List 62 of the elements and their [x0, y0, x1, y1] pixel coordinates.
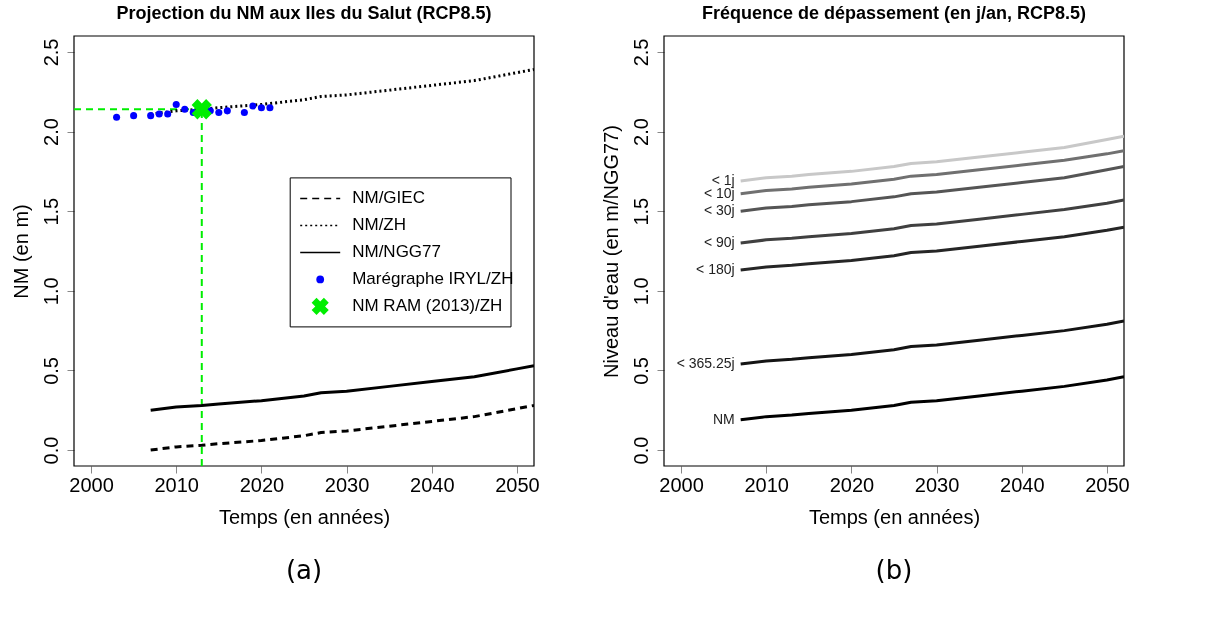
x-tick-label: 2040	[1000, 473, 1045, 496]
legend-label: Marégraphe IRYL/ZH	[352, 269, 514, 289]
y-tick-label: 0.0	[629, 436, 652, 465]
y-axis-title: Niveau d'eau (en m/NGG77)	[599, 125, 622, 378]
y-tick-label: 2.0	[629, 118, 652, 146]
line-series	[739, 149, 1124, 196]
y-tick-label: 1.5	[39, 197, 62, 226]
x-tick-label: 2010	[744, 473, 789, 496]
x-axis-title: Temps (en années)	[808, 505, 981, 528]
line-series	[739, 225, 1124, 272]
y-tick-label: 1.0	[39, 277, 62, 306]
point	[191, 99, 212, 120]
point	[130, 112, 138, 120]
x-tick-label: 2030	[914, 473, 960, 496]
x-tick-label: 2000	[659, 473, 704, 496]
y-tick-label: 2.5	[629, 38, 652, 67]
line-series	[739, 165, 1124, 213]
y-tick-label: 0.5	[39, 357, 62, 385]
x-tick-label: 2010	[154, 473, 199, 496]
y-tick-label: 0.0	[39, 436, 62, 465]
text: (b)	[875, 555, 913, 585]
point	[172, 100, 180, 109]
chart-title: Fréquence de dépassement (en j/an, RCP8.5)	[701, 3, 1087, 24]
point	[155, 110, 163, 118]
point	[249, 102, 257, 110]
x-tick-label: 2050	[1085, 473, 1130, 496]
y-tick-label: 2.0	[39, 118, 62, 146]
point	[266, 104, 274, 112]
point	[113, 113, 121, 121]
x-tick-label: 2050	[495, 473, 540, 496]
y-axis-title: NM (en m)	[9, 204, 32, 299]
legend-label: NM/NGG77	[352, 242, 441, 262]
x-tick-label: 2020	[829, 473, 875, 496]
line-series	[739, 319, 1124, 366]
series-label: < 30j	[703, 202, 735, 219]
legend-label: NM/GIEC	[352, 188, 425, 208]
y-tick-label: 2.5	[39, 38, 62, 67]
x-tick-label: 2000	[69, 473, 114, 496]
series-label: < 365.25j	[676, 355, 735, 372]
point	[240, 108, 248, 116]
legend-label: NM RAM (2013)/ZH	[352, 296, 503, 316]
legend-label: NM/ZH	[352, 215, 407, 235]
point	[257, 104, 265, 112]
series-label: < 90j	[703, 234, 735, 251]
x-tick-label: 2040	[410, 473, 455, 496]
point	[223, 107, 231, 115]
series-label: NM	[712, 410, 735, 427]
y-tick-label: 1.0	[629, 277, 652, 306]
line-series	[739, 198, 1124, 245]
line-series	[739, 134, 1124, 183]
point	[164, 110, 172, 118]
series-label: < 180j	[696, 261, 735, 278]
y-tick-label: 0.5	[629, 357, 652, 385]
x-axis-title: Temps (en années)	[218, 505, 391, 528]
x-tick-label: 2030	[324, 473, 370, 496]
chart-title: Projection du NM aux Iles du Salut (RCP8.5)	[116, 3, 492, 24]
text: (a)	[285, 555, 323, 585]
point	[181, 105, 189, 113]
point	[215, 108, 223, 116]
x-tick-label: 2020	[239, 473, 285, 496]
point	[147, 112, 155, 120]
y-tick-label: 1.5	[629, 197, 652, 226]
